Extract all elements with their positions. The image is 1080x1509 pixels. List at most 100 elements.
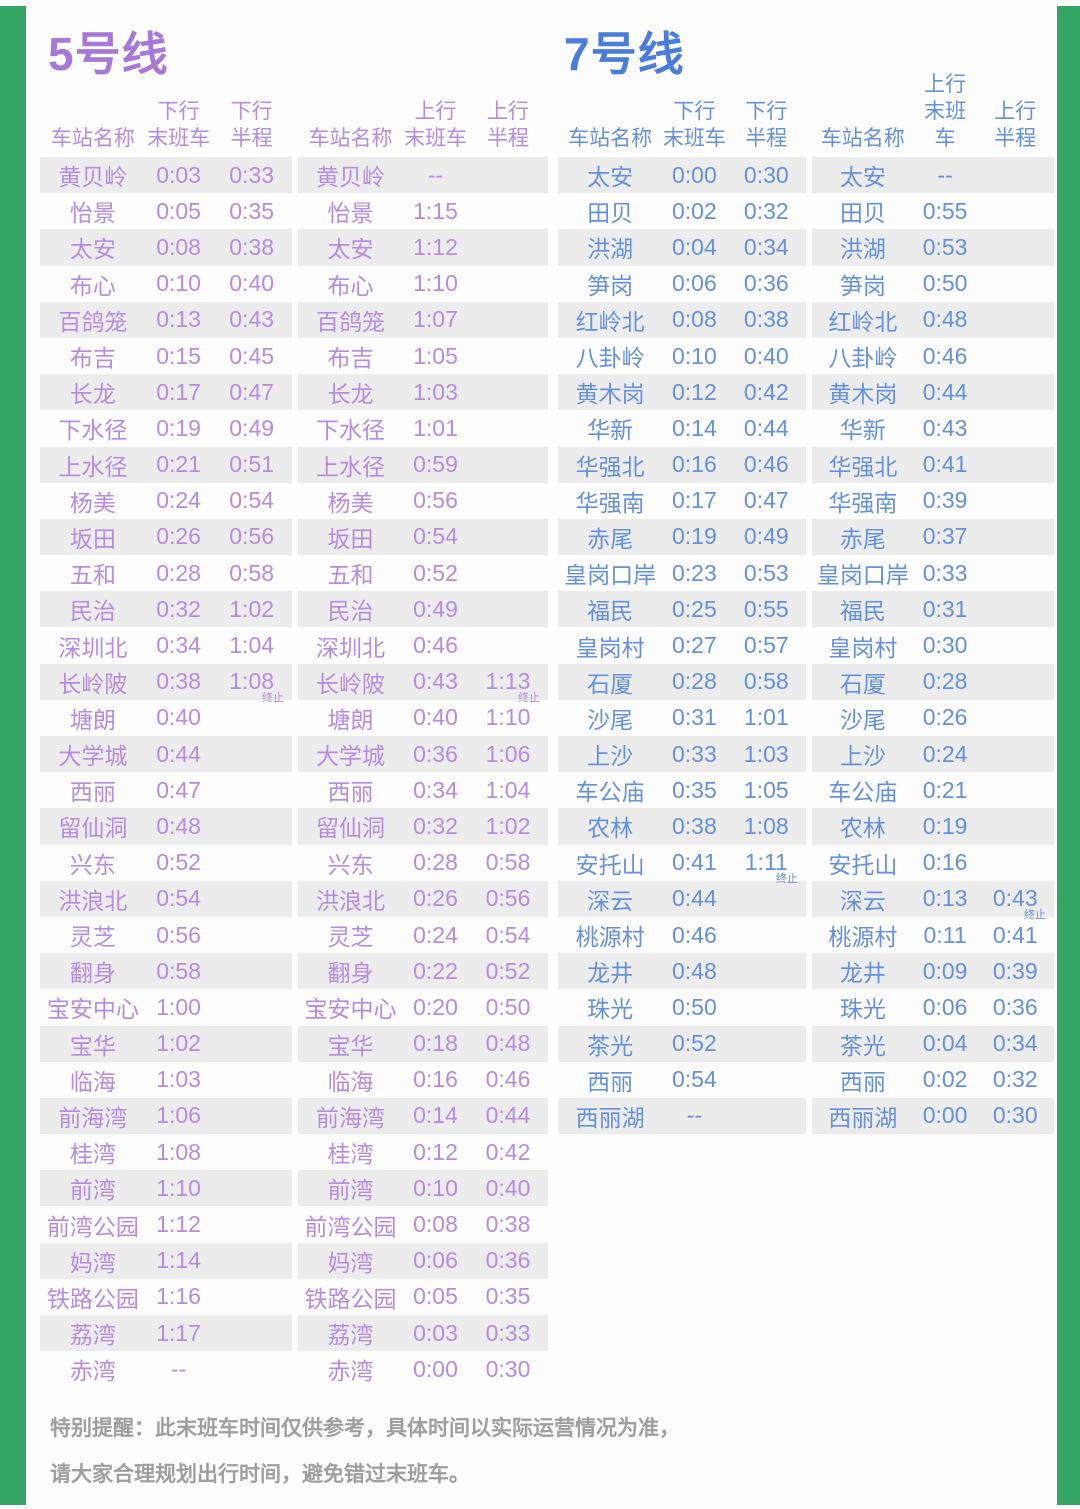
station-name: 坂田 [327, 525, 374, 552]
station-row: 黄贝岭 -- [298, 157, 548, 194]
station-name: 黄木岗 [828, 381, 898, 408]
last-train-time: 1:03 [156, 1066, 201, 1093]
last-train-time: 0:44 [156, 740, 201, 767]
station-name: 洪湖 [587, 236, 634, 263]
station-name: 民治 [69, 598, 116, 625]
half-trip-time [727, 1026, 806, 1062]
last-train-time: 1:12 [413, 233, 458, 260]
footer-note-line1: 特别提醒：此末班车时间仅供参考，具体时间以实际运营情况为准， [50, 1417, 680, 1440]
half-trip-time: 1:08 [743, 812, 789, 839]
station-name: 妈湾 [327, 1249, 374, 1276]
station-name: 深圳北 [58, 634, 128, 661]
station-row: 前湾公园 1:12 [40, 1206, 292, 1242]
station-row: 八卦岭 0:10 0:40 [558, 338, 806, 374]
station-name: 皇岗口岸 [564, 562, 657, 589]
half-trip-time: 1:02 [485, 812, 531, 839]
station-row: 西丽 0:34 1:04 [298, 772, 548, 808]
half-trip-time [977, 700, 1054, 736]
station-row: 铁路公园 0:05 0:35 [298, 1279, 548, 1315]
last-train-time: 1:10 [156, 1174, 201, 1201]
station-row: 车公庙 0:21 [812, 772, 1054, 808]
station-name: 福民 [839, 598, 886, 625]
last-train-time: 0:14 [672, 414, 717, 441]
station-name: 西丽 [839, 1068, 886, 1095]
line7-down-table: 车站名称 下行 末班车 下行 半程 太安 0:00 0:30 田贝 0:02 0:32 洪湖… [558, 80, 806, 1135]
last-train-header: 下行 末班车 [147, 100, 211, 150]
station-name: 赤尾 [587, 525, 634, 552]
station-row: 茶光 0:04 0:34 [812, 1025, 1054, 1062]
last-train-time: 0:09 [922, 957, 968, 984]
station-row: 洪湖 0:53 [812, 229, 1054, 266]
last-train-time: 0:16 [672, 451, 717, 478]
station-row: 龙井 0:48 [558, 953, 806, 990]
last-train-time: 0:35 [672, 776, 717, 803]
station-row: 宝华 0:18 0:48 [298, 1025, 548, 1062]
station-row: 五和 0:52 [298, 555, 548, 591]
station-row: 宝华 1:02 [40, 1025, 292, 1062]
station-row: 灵芝 0:56 [40, 917, 292, 953]
footer-note-line2: 请大家合理规划出行时间，避免错过末班车。 [50, 1463, 470, 1486]
line5-down-table: 车站名称 下行 末班车 下行 半程 黄贝岭 0:03 0:33 怡景 0:05 0:35 太… [40, 80, 292, 1387]
last-train-time: 0:00 [413, 1355, 458, 1382]
station-row: 长龙 1:03 [298, 374, 548, 411]
station-row: 珠光 0:50 [558, 989, 806, 1025]
terminus-note: 终止 [261, 691, 284, 704]
last-train-time: 0:32 [413, 812, 458, 839]
half-trip-time [977, 555, 1054, 591]
station-name: 八卦岭 [828, 345, 898, 372]
half-trip-time: 0:57 [743, 632, 789, 659]
last-train-time: 0:47 [156, 776, 201, 803]
last-train-time: 0:41 [922, 451, 968, 478]
half-trip-time [727, 1098, 806, 1134]
station-name: 桂湾 [69, 1141, 116, 1168]
station-name: 珠光 [587, 996, 634, 1023]
half-trip-time [211, 1026, 292, 1062]
station-header: 车站名称 [308, 127, 393, 150]
table-header: 车站名称 下行 末班车 下行 半程 [40, 80, 292, 157]
station-row: 赤湾 0:00 0:30 [298, 1351, 548, 1387]
half-trip-time: 0:30 [485, 1355, 531, 1382]
left-border-strip [0, 6, 26, 1505]
last-train-time: 0:10 [413, 1174, 458, 1201]
station-name: 太安 [69, 236, 116, 263]
half-trip-time: 0:56 [485, 885, 531, 912]
station-name: 皇岗村 [828, 634, 898, 661]
station-name: 深圳北 [316, 634, 385, 661]
half-trip-time: 0:58 [743, 668, 789, 695]
half-trip-time [977, 845, 1054, 881]
half-trip-time: 0:35 [229, 197, 275, 224]
half-trip-time: 0:48 [485, 1030, 531, 1057]
table-rows: 黄贝岭 -- 怡景 1:15 太安 1:12 布心 1:10 百鸽笼 1:07 布吉 1:05 长龙 1:… [298, 157, 548, 1387]
half-trip-time [211, 1206, 292, 1242]
last-train-time: 0:48 [922, 306, 968, 333]
station-row: 塘朗 0:40 1:10 [298, 700, 548, 736]
half-trip-time: 0:53 [743, 559, 789, 586]
last-train-time: 0:54 [156, 885, 201, 912]
half-trip-time [977, 157, 1054, 193]
half-trip-time [211, 808, 292, 844]
last-train-time: 0:26 [413, 885, 458, 912]
table-header: 车站名称 上行 末班车 上行 半程 [298, 80, 548, 157]
last-train-time: 1:08 [156, 1138, 201, 1165]
station-name: 下水径 [316, 417, 385, 444]
last-train-time: 0:44 [922, 378, 968, 405]
station-name: 皇岗村 [575, 634, 645, 661]
station-row: 黄木岗 0:44 [812, 374, 1054, 411]
half-trip-time: 0:45 [229, 342, 275, 369]
station-name: 赤尾 [839, 525, 886, 552]
station-row: 石厦 0:28 [812, 663, 1054, 700]
half-trip-header: 上行 半程 [487, 100, 529, 150]
half-trip-time [468, 374, 548, 410]
station-name: 荔湾 [69, 1322, 116, 1349]
half-trip-time: 0:35 [485, 1283, 531, 1310]
table-rows: 太安 0:00 0:30 田贝 0:02 0:32 洪湖 0:04 0:34 笋岗 0:06 0:36… [558, 157, 806, 1135]
last-train-time: 0:54 [413, 523, 458, 550]
station-name: 下水径 [58, 417, 128, 444]
last-train-header: 上行 末班车 [924, 73, 967, 150]
station-row: 杨美 0:24 0:54 [40, 483, 292, 519]
half-trip-time: 1:06 [485, 740, 531, 767]
half-trip-time [977, 229, 1054, 265]
last-train-time: 0:37 [922, 523, 968, 550]
last-train-time: 0:40 [156, 704, 201, 731]
